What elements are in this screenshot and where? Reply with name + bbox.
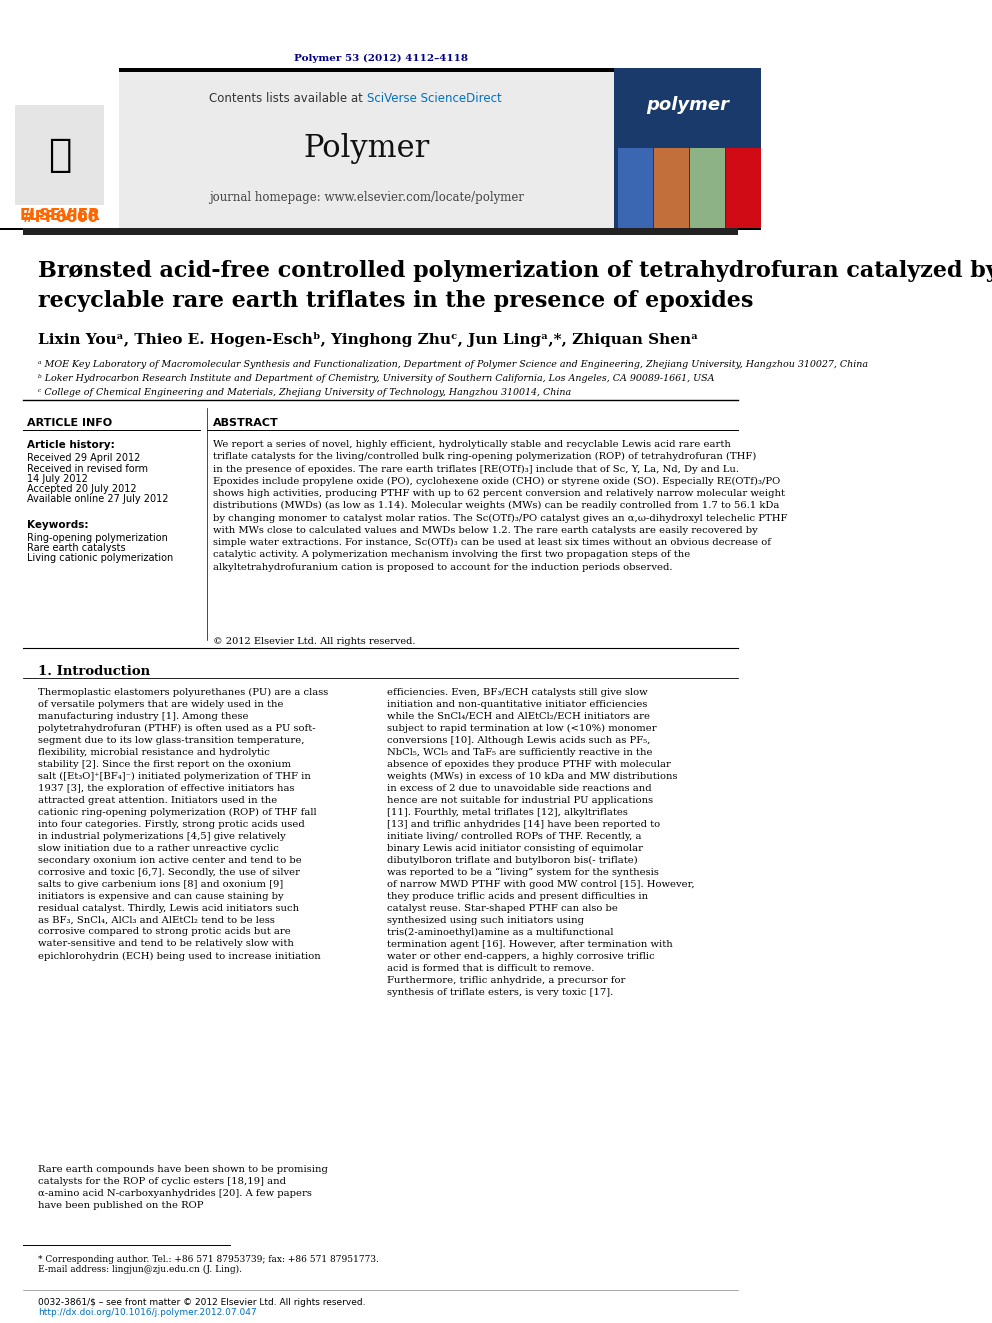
Text: Thermoplastic elastomers polyurethanes (PU) are a class
of versatile polymers th: Thermoplastic elastomers polyurethanes (…	[39, 688, 328, 960]
Text: Received in revised form: Received in revised form	[27, 464, 148, 474]
Text: 0032-3861/$ – see front matter © 2012 Elsevier Ltd. All rights reserved.: 0032-3861/$ – see front matter © 2012 El…	[39, 1298, 366, 1307]
Text: Polymer: Polymer	[304, 132, 430, 164]
Text: Polymer 53 (2012) 4112–4118: Polymer 53 (2012) 4112–4118	[294, 53, 467, 62]
Bar	[0, 67, 761, 230]
Bar	[0, 67, 119, 228]
Text: http://dx.doi.org/10.1016/j.polymer.2012.07.047: http://dx.doi.org/10.1016/j.polymer.2012…	[39, 1308, 257, 1316]
Text: ARTICLE INFO: ARTICLE INFO	[27, 418, 112, 429]
Text: Ring-opening polymerization: Ring-opening polymerization	[27, 533, 168, 542]
Bar	[614, 67, 761, 228]
Text: ᵃ MOE Key Laboratory of Macromolecular Synthesis and Functionalization, Departme: ᵃ MOE Key Laboratory of Macromolecular S…	[39, 360, 868, 369]
Text: Article history:: Article history:	[27, 441, 115, 450]
Bar	[618, 148, 653, 228]
Text: Keywords:: Keywords:	[27, 520, 88, 531]
Text: © 2012 Elsevier Ltd. All rights reserved.: © 2012 Elsevier Ltd. All rights reserved…	[213, 636, 416, 646]
Text: Living cationic polymerization: Living cationic polymerization	[27, 553, 174, 564]
Bar	[726, 148, 761, 228]
Text: We report a series of novel, highly efficient, hydrolytically stable and recycla: We report a series of novel, highly effi…	[213, 441, 788, 572]
Bar	[23, 228, 738, 235]
Text: Rare earth catalysts: Rare earth catalysts	[27, 542, 125, 553]
Text: polymer: polymer	[646, 97, 729, 114]
Text: ᵇ Loker Hydrocarbon Research Institute and Department of Chemistry, University o: ᵇ Loker Hydrocarbon Research Institute a…	[39, 374, 715, 382]
Text: ELSEVIER: ELSEVIER	[20, 209, 100, 224]
Text: Contents lists available at: Contents lists available at	[209, 91, 367, 105]
Text: #FF6600: #FF6600	[22, 209, 98, 225]
Bar	[689, 148, 725, 228]
Text: Rare earth compounds have been shown to be promising
catalysts for the ROP of cy: Rare earth compounds have been shown to …	[39, 1166, 328, 1209]
Text: Brønsted acid-free controlled polymerization of tetrahydrofuran catalyzed by
rec: Brønsted acid-free controlled polymeriza…	[39, 261, 992, 312]
Text: journal homepage: www.elsevier.com/locate/polymer: journal homepage: www.elsevier.com/locat…	[209, 192, 525, 205]
Text: efficiencies. Even, BF₃/ECH catalysts still give slow
initiation and non-quantit: efficiencies. Even, BF₃/ECH catalysts st…	[387, 688, 694, 996]
Text: Received 29 April 2012: Received 29 April 2012	[27, 452, 140, 463]
Text: ABSTRACT: ABSTRACT	[213, 418, 279, 429]
Text: Accepted 20 July 2012: Accepted 20 July 2012	[27, 484, 137, 493]
Bar	[654, 148, 689, 228]
Bar	[15, 105, 103, 205]
Text: Available online 27 July 2012: Available online 27 July 2012	[27, 493, 169, 504]
Text: Lixin Youᵃ, Thieo E. Hogen-Eschᵇ, Yinghong Zhuᶜ, Jun Lingᵃ,*, Zhiquan Shenᵃ: Lixin Youᵃ, Thieo E. Hogen-Eschᵇ, Yingho…	[39, 332, 698, 347]
Text: SciVerse ScienceDirect: SciVerse ScienceDirect	[367, 91, 502, 105]
Text: 14 July 2012: 14 July 2012	[27, 474, 87, 484]
Text: * Corresponding author. Tel.: +86 571 87953739; fax: +86 571 87951773.: * Corresponding author. Tel.: +86 571 87…	[39, 1256, 379, 1263]
Text: 🌳: 🌳	[49, 136, 71, 175]
Text: ᶜ College of Chemical Engineering and Materials, Zhejiang University of Technolo: ᶜ College of Chemical Engineering and Ma…	[39, 388, 571, 397]
Bar	[119, 71, 614, 228]
Text: 1. Introduction: 1. Introduction	[39, 665, 151, 677]
Text: E-mail address: lingjun@zju.edu.cn (J. Ling).: E-mail address: lingjun@zju.edu.cn (J. L…	[39, 1265, 242, 1274]
